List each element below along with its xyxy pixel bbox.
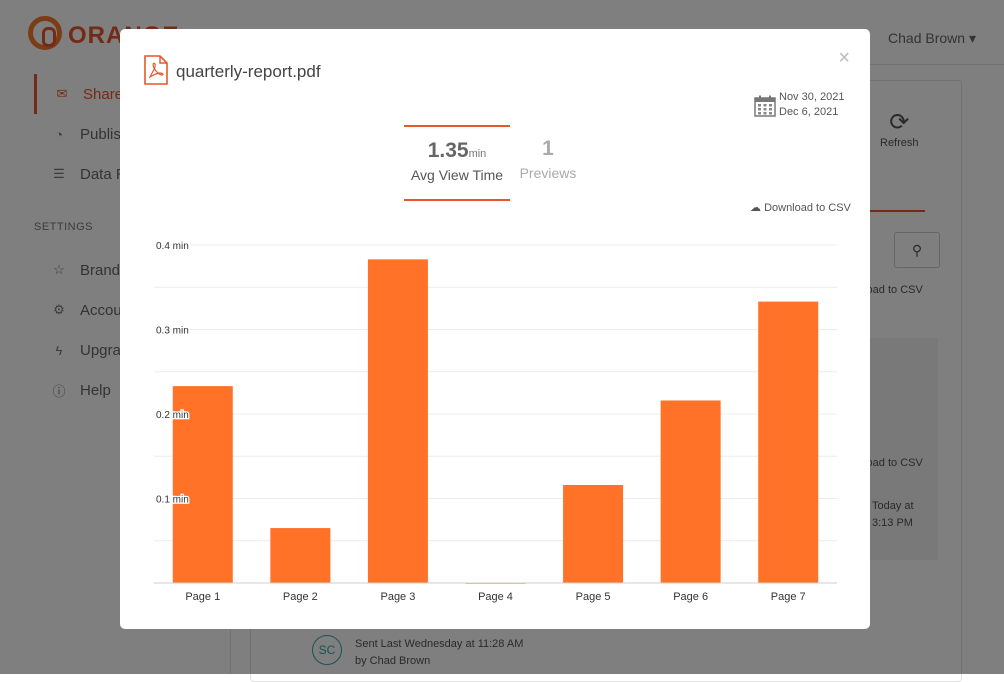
y-tick-label: 0.2 min: [156, 410, 189, 421]
x-tick-label: Page 5: [576, 591, 611, 603]
download-csv-link[interactable]: ☁ Download to CSV: [750, 201, 851, 214]
bar-2: [270, 528, 331, 583]
bar-3: [367, 259, 428, 583]
tab-previews[interactable]: 1 Previews: [514, 125, 582, 197]
tab-avg-view-time[interactable]: 1.35min Avg View Time: [404, 125, 510, 201]
pdf-file-icon: [144, 55, 168, 85]
analytics-modal: quarterly-report.pdf × Nov 30, 2021 Dec …: [120, 29, 870, 629]
tab-label: Avg View Time: [410, 167, 504, 183]
date-start: Nov 30, 2021: [779, 91, 845, 103]
bar-1: [172, 386, 233, 583]
download-csv-label: Download to CSV: [764, 202, 851, 214]
bar-chart: Page 1 Page 2 Page 3 Page 4 Page 5 Page 6 Page…: [154, 240, 837, 603]
tab-value: 1.35min: [404, 139, 510, 163]
file-title: quarterly-report.pdf: [176, 62, 321, 81]
date-end: Dec 6, 2021: [779, 106, 839, 118]
close-icon[interactable]: ×: [838, 47, 850, 69]
y-tick-label: 0.3 min: [156, 326, 189, 337]
x-tick-label: Page 3: [380, 591, 415, 603]
x-tick-label: Page 2: [283, 591, 318, 603]
cloud-download-icon: ☁: [750, 202, 761, 214]
previews-value: 1: [542, 137, 554, 160]
tab-unit: min: [468, 148, 487, 160]
avg-view-time-value: 1.35: [427, 139, 469, 162]
y-tick-label: 0.1 min: [156, 495, 189, 506]
y-tick-label: 0.4 min: [156, 241, 189, 252]
date-range-picker[interactable]: Nov 30, 2021 Dec 6, 2021: [779, 90, 844, 120]
x-tick-label: Page 6: [673, 591, 708, 603]
x-tick-label: Page 1: [185, 591, 220, 603]
bar-7: [758, 301, 819, 583]
calendar-icon: [754, 95, 776, 117]
tab-label: Previews: [519, 165, 577, 181]
x-tick-label: Page 4: [478, 591, 513, 603]
x-tick-label: Page 7: [771, 591, 806, 603]
bar-6: [660, 400, 721, 583]
bar-5: [563, 484, 624, 583]
